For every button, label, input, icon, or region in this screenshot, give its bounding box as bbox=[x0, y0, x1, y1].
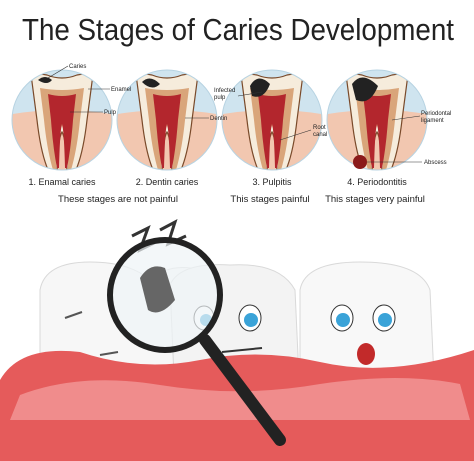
label: Pulp bbox=[104, 110, 117, 116]
stage-caption: 4. Periodontitis bbox=[347, 177, 407, 187]
caries-spot bbox=[142, 78, 160, 88]
label: pulp bbox=[214, 95, 226, 101]
label: Periodontal bbox=[421, 111, 451, 117]
label: Root bbox=[313, 125, 326, 131]
label: Infected bbox=[214, 88, 235, 94]
label: Dentin bbox=[210, 116, 227, 122]
caries-spot bbox=[38, 77, 52, 83]
leader bbox=[279, 129, 312, 141]
leader bbox=[47, 65, 69, 79]
label: ligament bbox=[421, 118, 444, 124]
stage-illustration bbox=[7, 70, 117, 180]
label: Caries bbox=[69, 64, 86, 70]
stage-caption: 3. Pulpitis bbox=[252, 177, 292, 187]
leader bbox=[391, 115, 421, 121]
stage-illustration bbox=[217, 70, 327, 180]
label: Enamel bbox=[111, 87, 131, 93]
label: canal bbox=[313, 132, 327, 138]
magnifier bbox=[107, 237, 286, 446]
caries-spot bbox=[250, 78, 270, 97]
label: Abscess bbox=[424, 160, 447, 166]
caries-spot bbox=[352, 77, 378, 102]
gum-highlight bbox=[10, 378, 470, 420]
pain-note: This stages very painful bbox=[325, 194, 425, 205]
stage-caption: 1. Enamal caries bbox=[28, 177, 96, 187]
abscess bbox=[353, 155, 367, 169]
title: The Stages of Caries Development bbox=[22, 12, 454, 47]
stage-caption: 2. Dentin caries bbox=[136, 177, 199, 187]
pain-note: This stages painful bbox=[230, 194, 309, 205]
pain-note: These stages are not painful bbox=[58, 194, 178, 205]
leader bbox=[237, 91, 263, 97]
